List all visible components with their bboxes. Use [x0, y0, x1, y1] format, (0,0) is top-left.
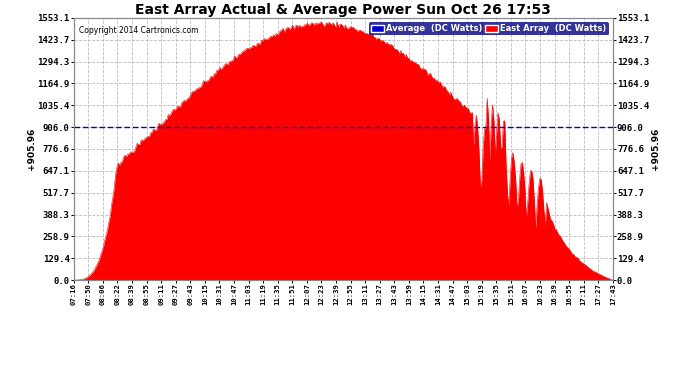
- Y-axis label: +905.96: +905.96: [27, 128, 36, 170]
- Y-axis label: +905.96: +905.96: [651, 128, 660, 170]
- Text: Copyright 2014 Cartronics.com: Copyright 2014 Cartronics.com: [79, 26, 199, 35]
- Title: East Array Actual & Average Power Sun Oct 26 17:53: East Array Actual & Average Power Sun Oc…: [135, 3, 551, 17]
- Legend: Average  (DC Watts), East Array  (DC Watts): Average (DC Watts), East Array (DC Watts…: [369, 22, 609, 35]
